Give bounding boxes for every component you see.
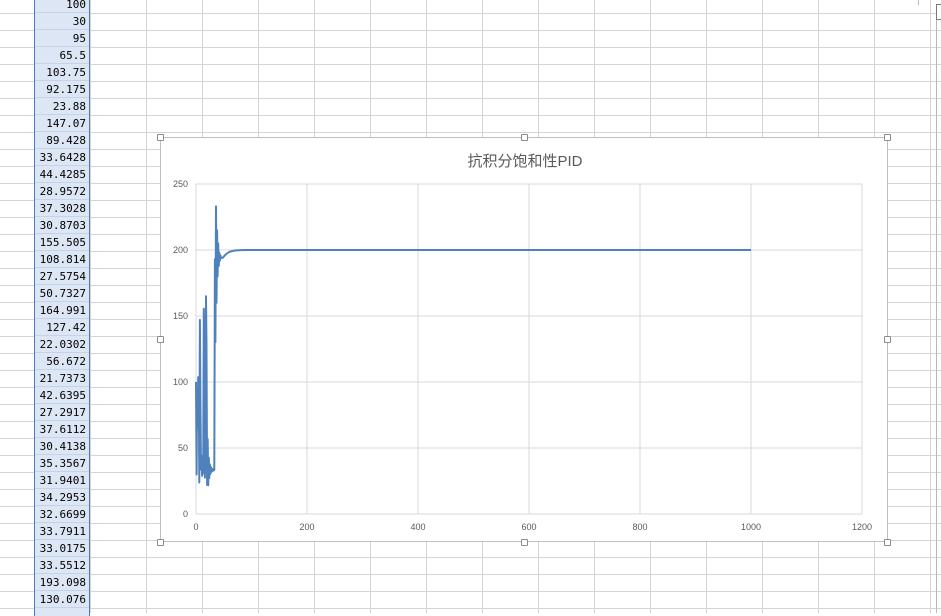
column-cell[interactable]: 30.8703 xyxy=(35,217,89,234)
column-cell[interactable]: 32.6699 xyxy=(35,506,89,523)
column-cell[interactable]: 21.7373 xyxy=(35,370,89,387)
column-cell[interactable]: 130.076 xyxy=(35,591,89,608)
column-cell[interactable]: 89.428 xyxy=(35,132,89,149)
column-cell[interactable]: 44.4285 xyxy=(35,166,89,183)
column-divider xyxy=(918,0,919,5)
column-cell[interactable]: 34.2953 xyxy=(35,489,89,506)
column-cell[interactable]: 31.9401 xyxy=(35,472,89,489)
column-cell[interactable]: 103.75 xyxy=(35,64,89,81)
column-cell[interactable]: 193.098 xyxy=(35,574,89,591)
column-cell[interactable]: 65.5 xyxy=(35,47,89,64)
column-cell[interactable]: 95 xyxy=(35,30,89,47)
y-tick-label: 250 xyxy=(173,179,188,189)
y-tick-label: 200 xyxy=(173,245,188,255)
column-cell[interactable]: 33.0175 xyxy=(35,540,89,557)
column-cell[interactable]: 37.6112 xyxy=(35,421,89,438)
resize-handle-bottom-left[interactable] xyxy=(157,539,164,546)
y-tick-label: 100 xyxy=(173,377,188,387)
column-cell[interactable]: 30 xyxy=(35,13,89,30)
chart-plot-area: 0 50 100 150 200 250 0 200 400 600 800 1000 1200 xyxy=(173,179,872,532)
column-cell[interactable]: 27.2917 xyxy=(35,404,89,421)
column-cell[interactable]: 100 xyxy=(35,0,89,13)
column-cell[interactable]: 37.3028 xyxy=(35,200,89,217)
column-cell[interactable]: 23.88 xyxy=(35,98,89,115)
x-tick-label: 1200 xyxy=(852,522,872,532)
y-tick-label: 150 xyxy=(173,311,188,321)
column-cell[interactable]: 28.9572 xyxy=(35,183,89,200)
y-tick-label: 0 xyxy=(183,509,188,519)
resize-handle-top-left[interactable] xyxy=(157,134,164,141)
x-tick-label: 800 xyxy=(632,522,647,532)
column-cell[interactable]: 22.0302 xyxy=(35,336,89,353)
column-cell[interactable]: 33.5512 xyxy=(35,557,89,574)
column-cell[interactable]: 56.672 xyxy=(35,353,89,370)
resize-handle-bottom[interactable] xyxy=(521,539,528,546)
chart-object[interactable]: 抗积分饱和性PID 0 50 100 150 200 250 0 200 400 600 800 10… xyxy=(160,137,888,542)
resize-handle-left[interactable] xyxy=(157,336,164,343)
column-cell[interactable]: 127.42 xyxy=(35,319,89,336)
window-edge xyxy=(936,20,937,613)
x-tick-label: 600 xyxy=(521,522,536,532)
x-tick-label: 200 xyxy=(299,522,314,532)
column-cell[interactable]: 33.7911 xyxy=(35,523,89,540)
x-tick-label: 0 xyxy=(193,522,198,532)
column-cell[interactable]: 42.6395 xyxy=(35,387,89,404)
selected-column[interactable]: 100 30 95 65.5 103.75 92.175 23.88 147.07 89.428… xyxy=(34,0,90,616)
resize-handle-top-right[interactable] xyxy=(884,134,891,141)
y-tick-label: 50 xyxy=(178,443,188,453)
column-cell[interactable]: 164.991 xyxy=(35,302,89,319)
column-cell[interactable]: 92.175 xyxy=(35,81,89,98)
chart-title: 抗积分饱和性PID xyxy=(467,153,583,170)
resize-handle-top[interactable] xyxy=(521,134,528,141)
column-cell[interactable]: 50.7327 xyxy=(35,285,89,302)
column-cell[interactable]: 33.6428 xyxy=(35,149,89,166)
column-cell[interactable]: 35.3567 xyxy=(35,455,89,472)
series-line xyxy=(195,205,751,487)
x-tick-label: 400 xyxy=(410,522,425,532)
column-cell[interactable]: 155.505 xyxy=(35,234,89,251)
resize-handle-bottom-right[interactable] xyxy=(884,539,891,546)
x-tick-label: 1000 xyxy=(741,522,761,532)
column-cell[interactable]: 27.5754 xyxy=(35,268,89,285)
column-cell[interactable]: 30.4138 xyxy=(35,438,89,455)
scrollbar-box[interactable] xyxy=(936,4,941,20)
column-cell[interactable]: 108.814 xyxy=(35,251,89,268)
resize-handle-right[interactable] xyxy=(884,336,891,343)
column-cell[interactable]: 147.07 xyxy=(35,115,89,132)
